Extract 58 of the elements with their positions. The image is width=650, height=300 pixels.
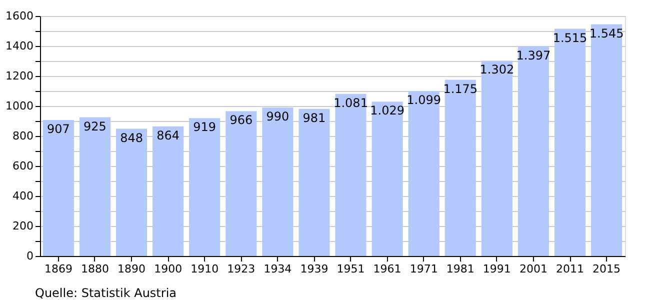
- bar: [554, 28, 586, 256]
- x-tick-label: 1880: [80, 262, 109, 276]
- bar: [116, 128, 148, 256]
- bar: [481, 60, 512, 256]
- x-tick-label: 1981: [446, 262, 474, 276]
- data-label: 919: [193, 120, 216, 134]
- x-tick-label: 2011: [556, 262, 584, 276]
- data-label: 1.029: [370, 104, 404, 118]
- x-tick-label: 1971: [410, 262, 438, 276]
- data-label: 990: [266, 110, 290, 124]
- y-tick-label: 400: [12, 190, 34, 202]
- data-label: 907: [47, 122, 70, 136]
- x-tick-label: 1961: [373, 262, 402, 276]
- bar: [408, 91, 440, 256]
- x-tick-label: 2015: [592, 262, 621, 276]
- data-label: 1.515: [552, 30, 588, 45]
- bar: [444, 80, 476, 256]
- data-label: 925: [84, 119, 106, 134]
- x-tick-label: 1939: [300, 262, 328, 276]
- bar: [42, 120, 74, 256]
- data-label: 864: [156, 128, 180, 142]
- data-label: 1.302: [480, 62, 514, 77]
- data-label: 981: [302, 110, 326, 125]
- data-label: 1.099: [406, 93, 442, 108]
- x-tick-label: 1951: [336, 262, 365, 276]
- y-tick-label: 0: [26, 250, 34, 262]
- bar: [591, 24, 622, 256]
- bar: [372, 102, 403, 256]
- bar: [79, 117, 111, 256]
- y-tick-label: 1400: [6, 40, 34, 52]
- bar: [518, 46, 549, 256]
- bar: [298, 108, 330, 256]
- x-tick-label: 1890: [118, 262, 146, 276]
- bar: [262, 108, 294, 256]
- x-tick-label: 1934: [264, 262, 292, 276]
- data-label: 1.175: [443, 82, 478, 96]
- data-label: 1.397: [516, 48, 551, 62]
- data-label: 966: [230, 113, 253, 128]
- data-label: 848: [120, 130, 143, 145]
- x-tick-label: 1991: [482, 262, 511, 276]
- y-tick-label: 1600: [6, 10, 34, 22]
- bar: [226, 111, 257, 256]
- bar: [189, 118, 220, 256]
- x-tick-label: 1869: [44, 262, 72, 276]
- x-tick-label: 1900: [154, 262, 182, 276]
- bar: [152, 126, 184, 256]
- y-tick-label: 1200: [6, 70, 34, 82]
- bar: [335, 94, 366, 256]
- y-tick-label: 600: [12, 160, 34, 172]
- source-note: Quelle: Statistik Austria: [35, 286, 177, 300]
- data-label: 1.545: [589, 26, 624, 40]
- y-tick-label: 200: [12, 220, 34, 232]
- data-label: 1.081: [334, 96, 368, 110]
- x-tick-label: 2001: [519, 262, 548, 276]
- y-tick-label: 1000: [6, 100, 34, 112]
- y-tick-label: 800: [12, 130, 34, 142]
- x-tick-label: 1910: [190, 262, 219, 276]
- x-tick-label: 1923: [227, 262, 256, 276]
